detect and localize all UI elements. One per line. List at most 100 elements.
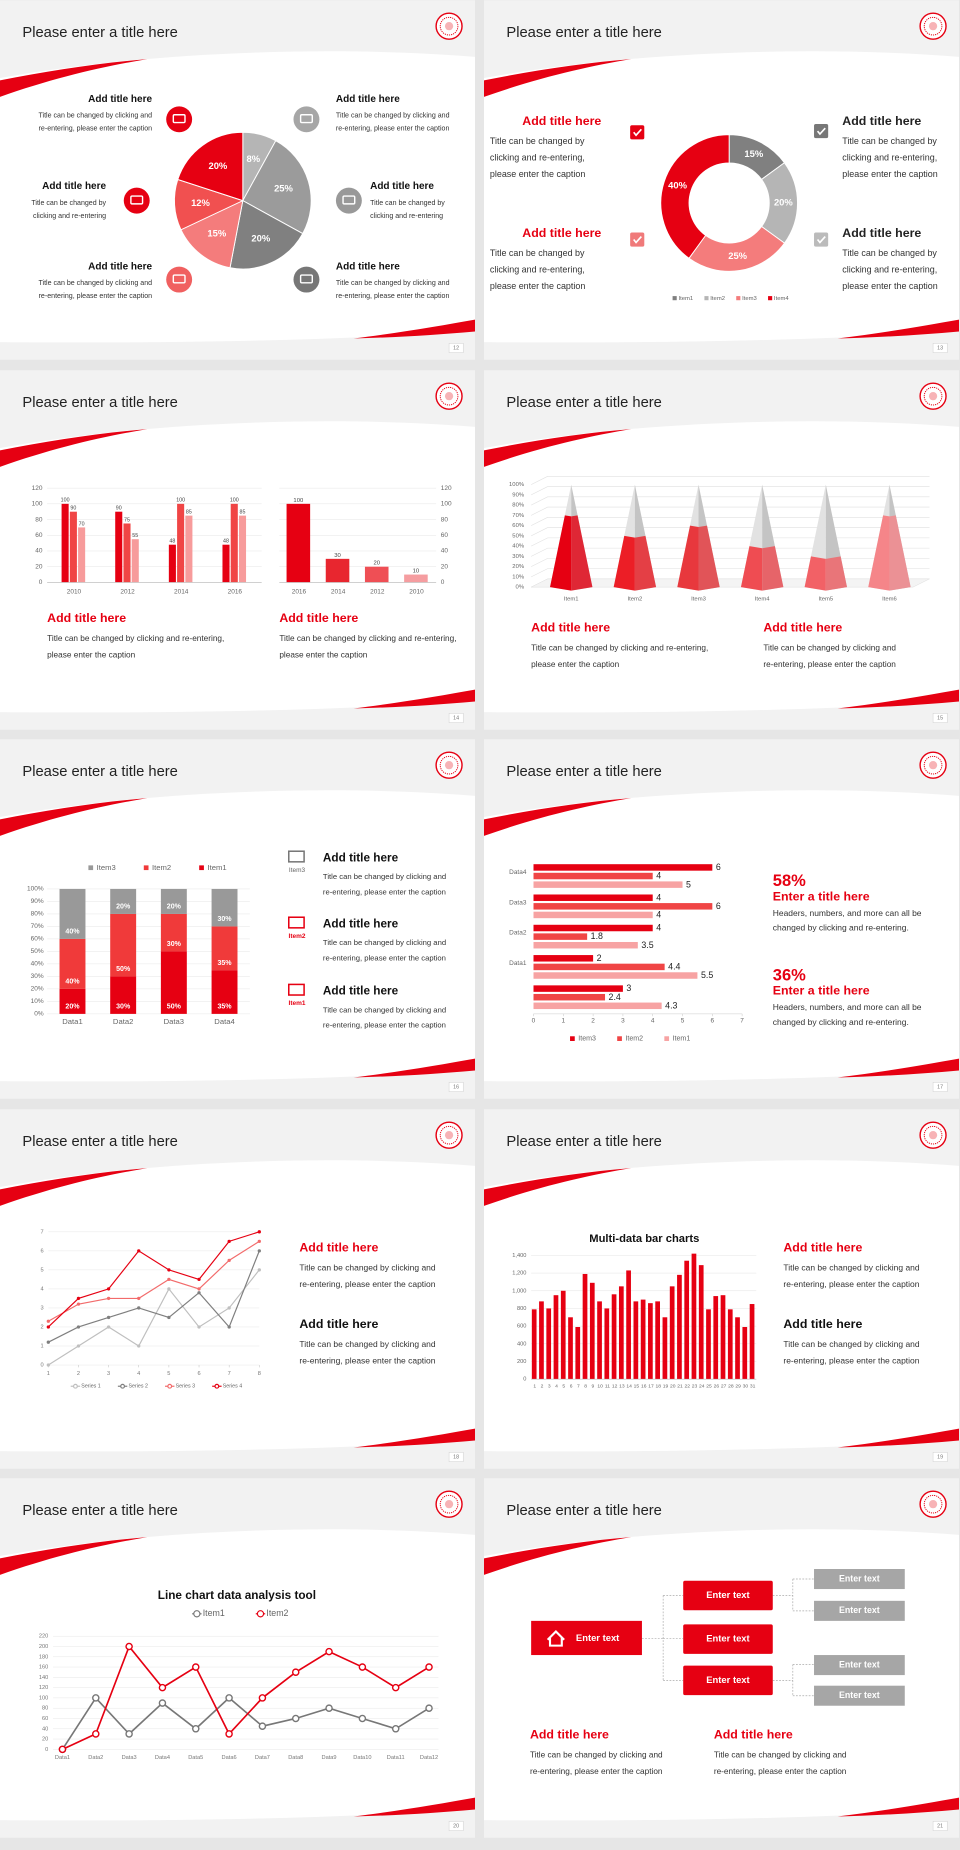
legend-marker [214,1383,220,1389]
slide-thumbnail[interactable]: Please enter a title here 12 Add title her… [0,0,475,360]
caption-line: Title can be changed by clicking and [530,1750,663,1759]
slide-title: Please enter a title here [506,1503,661,1519]
item-icon [288,983,305,996]
caption-line: clicking and re-entering [33,213,106,220]
slide-title: Please enter a title here [506,1134,661,1150]
marker [325,1647,333,1656]
swoosh [837,1428,959,1448]
bar [568,1316,573,1379]
slide-thumbnail[interactable]: Please enter a title here 16 0% 10% 20% 30% 40… [0,739,475,1099]
y-tick-label: 90% [512,492,525,498]
y-tick-label: 0 [523,1376,526,1382]
logo [444,1500,454,1509]
page-box [448,712,464,723]
y-tick-label: 5 [40,1267,43,1273]
bar-segment [211,970,238,1014]
swoosh [837,1797,959,1817]
page-number: 16 [453,1085,459,1091]
bar [655,1300,661,1379]
marker [197,1286,201,1291]
x-tick-label: 31 [750,1383,756,1389]
series-line [48,1240,260,1322]
leaf-box [814,1685,905,1706]
x-tick-label: 3 [621,1018,625,1025]
caption-line: re-entering, please enter the caption [714,1767,847,1776]
legend-marker [120,1383,126,1389]
bar [404,574,428,582]
x-tick-label: 4 [137,1370,140,1376]
marker [197,1277,201,1281]
x-tick-label: 2 [591,1018,595,1025]
swoosh [0,428,148,467]
item-heading: Add title here [323,985,399,998]
value-label: 5 [686,879,691,889]
x-tick-label: 30 [743,1383,749,1389]
x-tick-label: Item6 [882,596,897,602]
slide-thumbnail[interactable]: Please enter a title here 15 0% 10% 20% 30% 40… [484,369,959,730]
x-tick-label: 23 [692,1383,698,1389]
bar [185,515,193,582]
page-box [448,343,464,353]
slide-title: Please enter a title here [22,395,177,411]
marker [76,1343,81,1348]
icon [293,106,320,133]
value-label: 100 [61,497,70,503]
x-tick-label: 7 [577,1383,580,1389]
value-label: 20% [167,904,182,911]
swoosh [0,798,148,836]
caption-line: clicking and re-entering, [842,153,937,163]
x-tick-label: 4 [555,1383,558,1389]
value-label: 1.8 [591,931,603,941]
series-line [48,1269,260,1366]
y-tick-label: 30% [31,973,44,980]
y-tick-label: 20 [35,563,43,570]
value-label: 4 [656,892,661,902]
value-label: 35% [217,1004,232,1011]
bar [698,1264,704,1379]
swoosh [484,1537,632,1575]
slide-thumbnail[interactable]: Please enter a title here140204060801001… [0,369,475,730]
icon [293,266,320,293]
slide-thumbnail[interactable]: Please enter a title here 17 0 1 2 3 4 5 6 7 Data4… [484,739,959,1099]
box-text: Enter text [839,1659,880,1669]
marker [225,1730,233,1738]
slide-thumbnail[interactable]: Please enter a title here 13 Add title her… [484,0,959,360]
legend-label: Item1 [207,863,226,872]
value-label: 40% [65,929,80,936]
marker [227,1305,231,1310]
item-heading: Add title here [299,1240,378,1254]
x-tick-label: Item2 [628,596,643,602]
y-tick-label: 160 [39,1665,48,1671]
legend-label: Item1 [678,296,693,302]
box-text: Enter text [706,1674,750,1685]
caption-line: Title can be changed by clicking and [714,1750,847,1759]
y-tick-label: 60% [512,523,525,529]
marker [358,1663,367,1671]
slide-thumbnail[interactable]: Please enter a title here 20 Line chart da… [0,1478,475,1838]
item-heading: Add title here [370,181,434,192]
logo [928,1500,938,1509]
icon-glyph [342,195,356,205]
legend-swatch [768,296,773,301]
bar [677,1274,682,1379]
slide-thumbnail[interactable]: Please enter a title here 21 Enter text Ent… [484,1478,959,1838]
caption-line: re-entering, please enter the caption [763,660,896,669]
marker [257,1248,261,1253]
caption-line: Headers, numbers, and more can all be [773,908,922,918]
x-tick-label: 12 [612,1383,618,1389]
caption-line: re-entering, please enter the caption [530,1767,663,1776]
marker [191,1725,200,1733]
x-tick-label: Data3 [164,1017,184,1026]
y-tick-label: 30% [512,553,525,559]
item-heading: Add title here [783,1317,862,1331]
caption-line: Headers, numbers, and more can all be [773,1002,922,1012]
legend-label: Item3 [97,863,116,872]
bar [533,955,594,962]
grid-line [531,567,930,577]
bar-segment [110,976,137,1014]
value-label: 55 [132,533,138,539]
box-text: Enter text [706,1633,750,1644]
bar [553,1294,559,1379]
